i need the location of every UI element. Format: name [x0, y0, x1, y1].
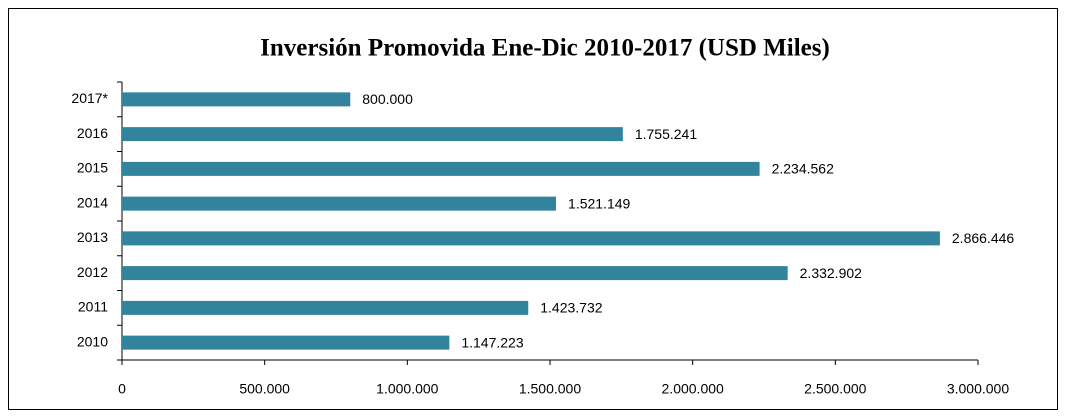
- x-tick-label: 500.000: [239, 381, 290, 397]
- bar: [122, 92, 351, 107]
- bar: [122, 300, 529, 315]
- bar: [122, 335, 450, 350]
- bar: [122, 231, 940, 246]
- value-label: 800.000: [362, 91, 413, 107]
- chart-title: Inversión Promovida Ene-Dic 2010-2017 (U…: [260, 35, 830, 62]
- y-tick-label: 2016: [77, 125, 108, 141]
- x-tick-label: 2.500.000: [804, 381, 866, 397]
- x-tick-label: 3.000.000: [947, 381, 1009, 397]
- bar: [122, 161, 760, 176]
- bar: [122, 266, 788, 281]
- value-label: 1.755.241: [635, 126, 697, 142]
- x-tick-label: 1.500.000: [519, 381, 581, 397]
- x-tick-label: 1.000.000: [376, 381, 438, 397]
- y-tick-label: 2012: [77, 264, 108, 280]
- y-tick-label: 2017*: [71, 90, 108, 106]
- bar: [122, 127, 623, 142]
- value-label: 2.234.562: [772, 161, 834, 177]
- value-label: 1.521.149: [568, 195, 630, 211]
- x-tick-label: 0: [118, 381, 126, 397]
- y-tick-label: 2015: [77, 160, 108, 176]
- value-label: 2.866.446: [952, 230, 1014, 246]
- value-label: 1.147.223: [461, 334, 523, 350]
- bar: [122, 196, 557, 211]
- y-tick-label: 2011: [78, 299, 108, 315]
- x-tick-label: 2.000.000: [662, 381, 724, 397]
- y-tick-label: 2013: [77, 229, 108, 245]
- value-label: 1.423.732: [540, 300, 602, 316]
- y-tick-label: 2010: [77, 333, 108, 349]
- y-tick-label: 2014: [77, 194, 108, 210]
- value-label: 2.332.902: [800, 265, 862, 281]
